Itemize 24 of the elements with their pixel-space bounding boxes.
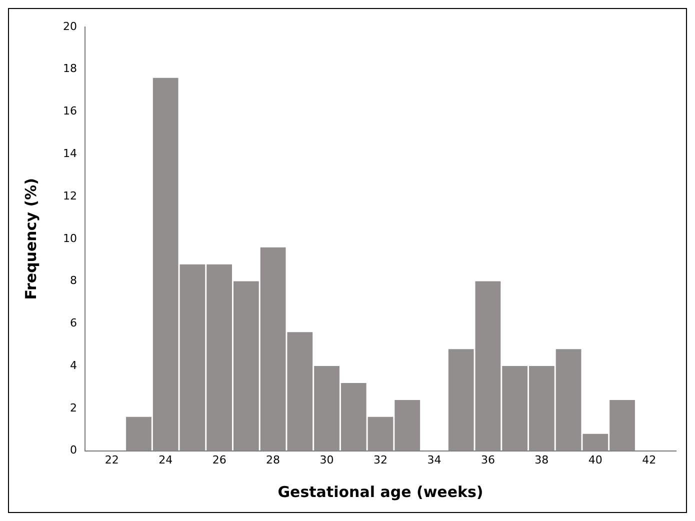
y-tick-label: 10 [62,232,77,245]
y-tick-label: 8 [70,274,77,288]
y-tick-label: 20 [62,20,77,33]
x-tick-label: 26 [212,453,226,466]
y-tick-label: 16 [62,104,77,118]
x-tick-label: 30 [320,453,334,466]
y-tick-label: 6 [70,316,77,330]
y-tick-label: 0 [70,444,77,457]
x-tick-label: 42 [642,453,656,466]
y-tick-label: 4 [70,358,77,372]
x-tick-label: 32 [374,453,388,466]
y-tick-label: 2 [70,401,77,414]
x-tick-label: 38 [534,453,549,466]
x-tick-label: 22 [104,453,119,466]
y-tick-label: 12 [62,189,77,202]
x-tick-label: 24 [158,453,173,466]
x-tick-label: 34 [427,453,442,466]
x-tick-label: 36 [480,453,495,466]
y-axis-title: Frequency (%) [22,178,40,300]
y-tick-label: 14 [62,147,77,160]
x-axis-title: Gestational age (weeks) [278,482,484,501]
x-tick-label: 28 [266,453,280,466]
y-tick-label: 18 [62,62,77,76]
x-tick-label: 40 [588,453,602,466]
